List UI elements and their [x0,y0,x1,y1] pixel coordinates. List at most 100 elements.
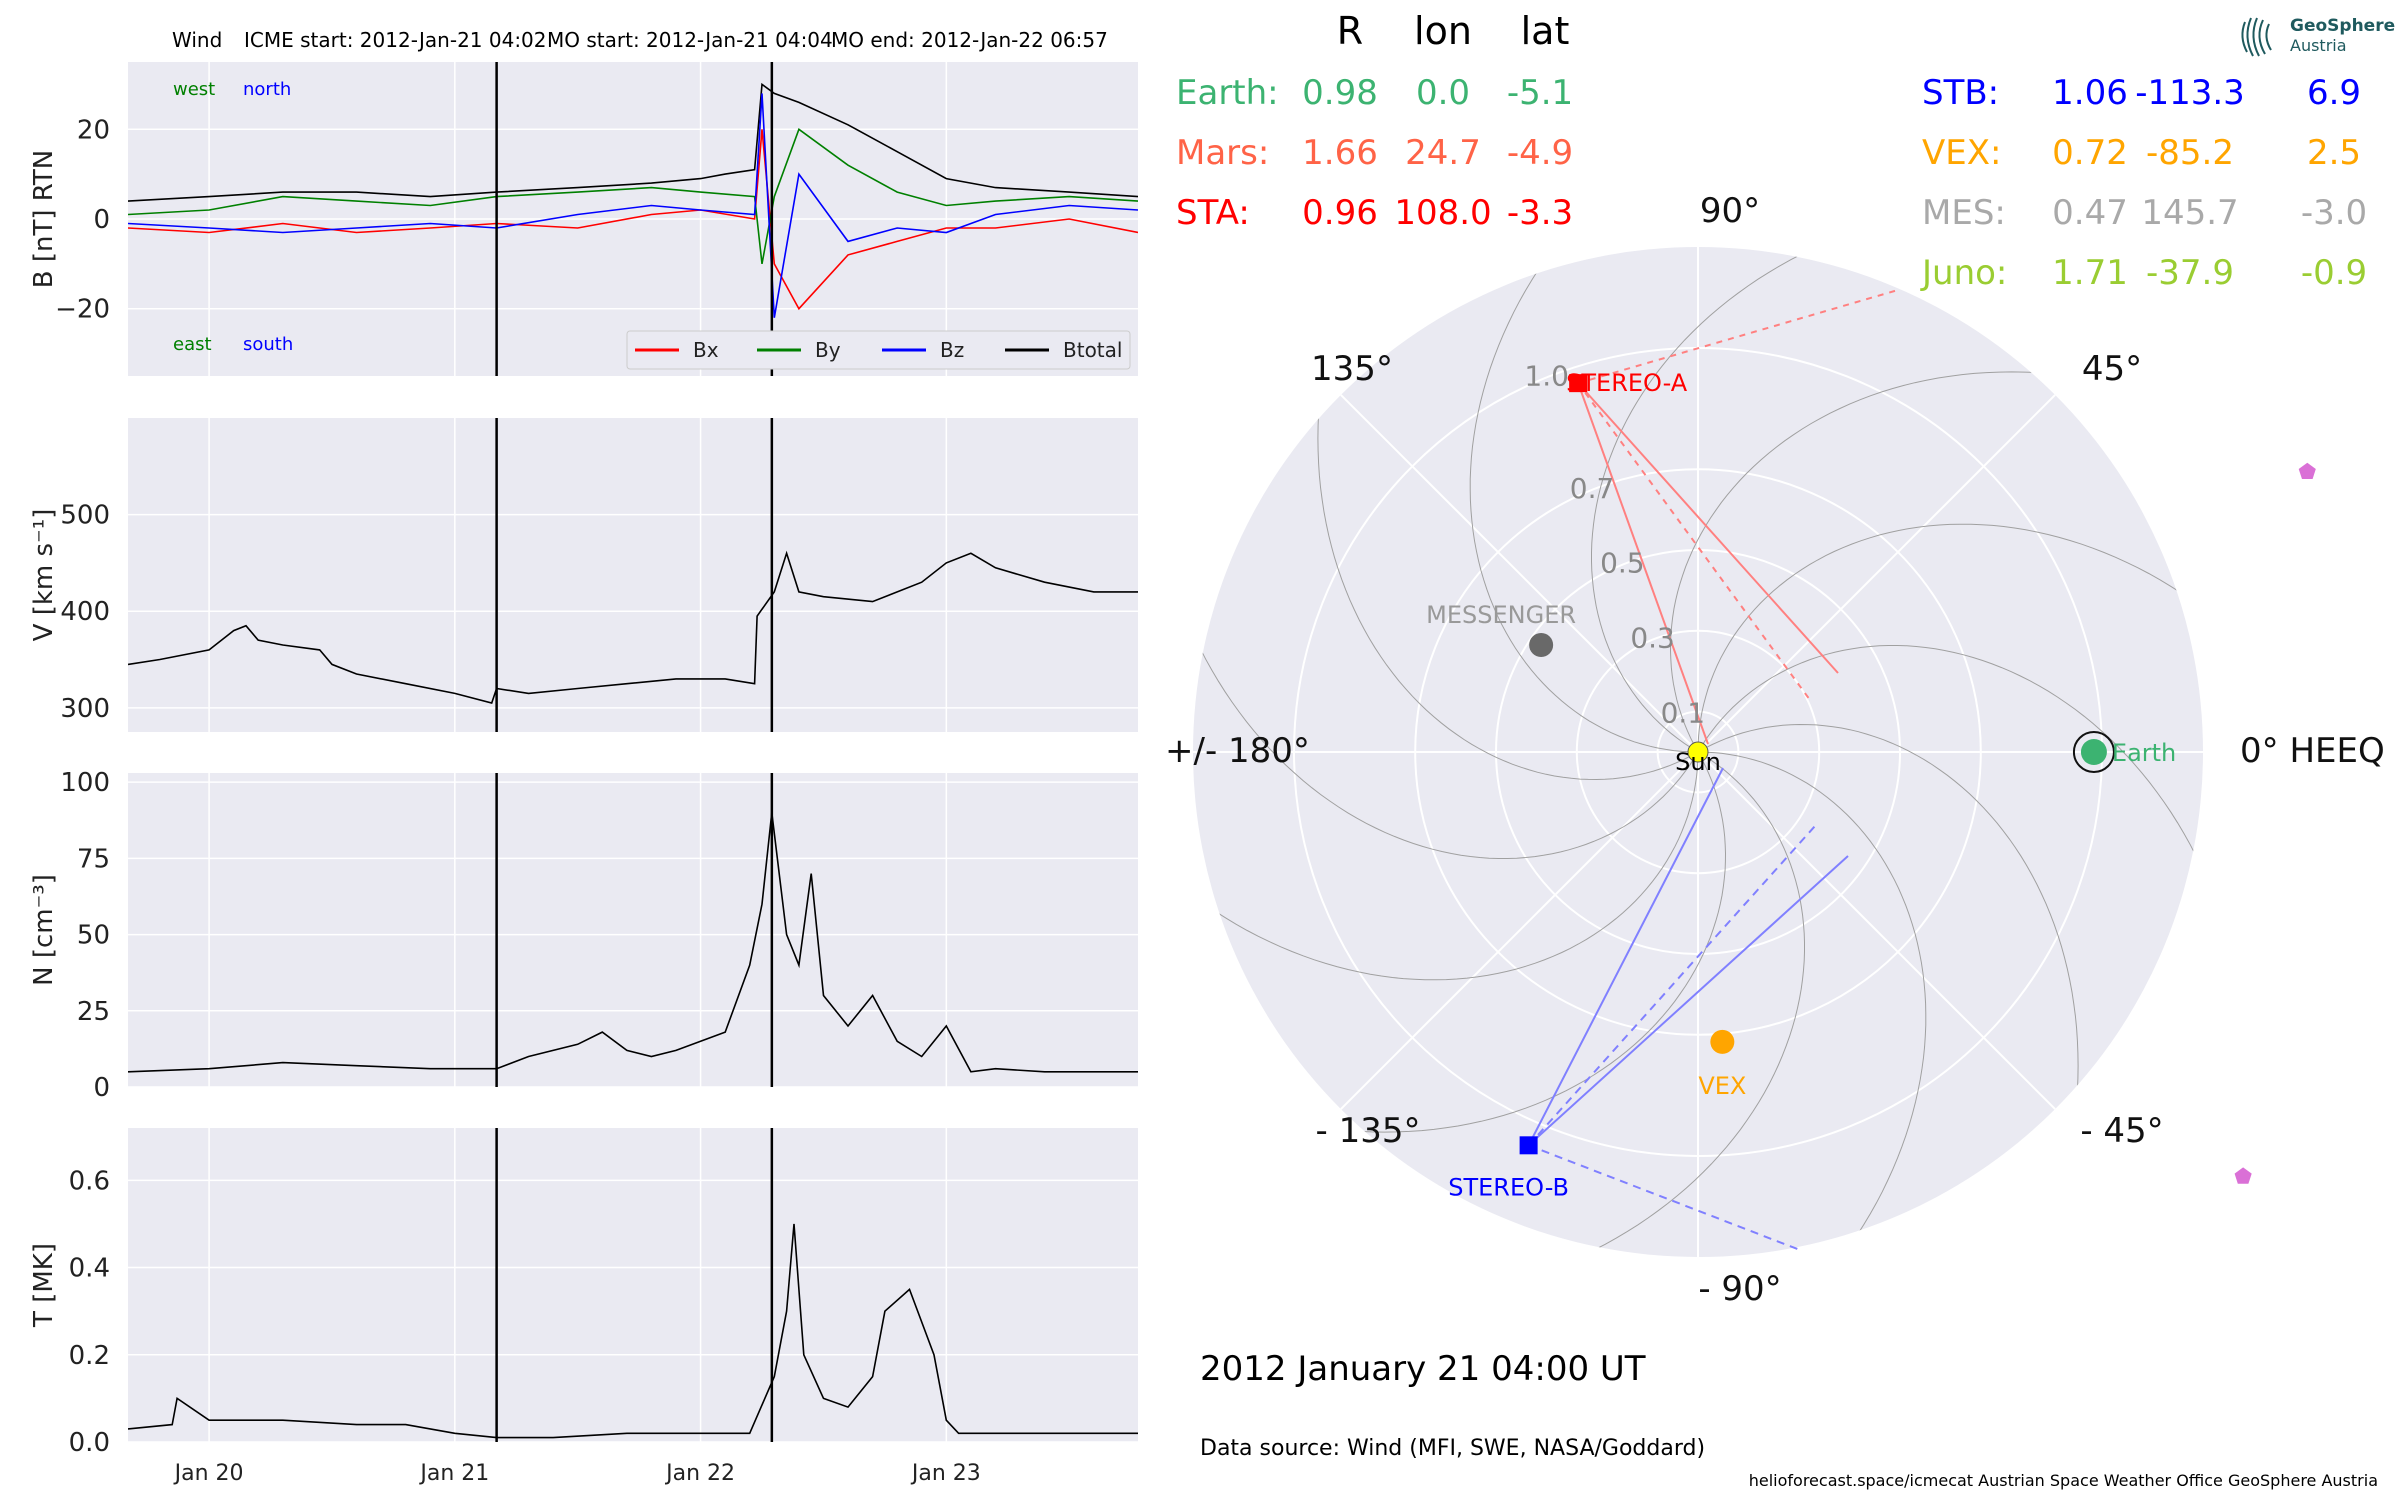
y-tick-label: 0 [93,1073,110,1103]
header-spacecraft: Wind [172,28,222,52]
sun-label: Sun [1675,748,1721,776]
panel-4: 0.0 0.2 0.4 0.6 T [MK] Jan 20 Jan 21 Jan 22 Jan … [29,1128,1138,1486]
radial-tick-label: 1.0 [1524,359,1569,392]
y-axis-label: V [km s⁻¹] [29,509,59,642]
sta-fov-line [1577,382,1839,674]
table-cell-right: MES: [1922,193,2006,233]
angle-label: 90° [1700,191,1760,231]
legend-label-bz: Bz [940,338,964,362]
y-tick-label: 500 [60,501,110,531]
table-cell-right: -0.9 [2301,253,2367,293]
table-cell-left: 0.96 [1302,193,1378,233]
x-tick-label: Jan 22 [664,1461,735,1486]
angular-gridline [1340,751,1699,1110]
y-tick-label: 300 [60,694,110,724]
y-tick-label: 0.0 [69,1428,110,1458]
radial-tick-label: 0.7 [1570,472,1615,505]
table-cell-right: 0.47 [2052,193,2128,233]
y-tick-label: 20 [77,115,110,145]
y-tick-label: −20 [55,295,110,325]
sun-marker [1687,741,1709,763]
series-btotal [128,82,1138,202]
angular-gridline [1697,394,2056,753]
panel-3: 0 25 50 75 100 N [cm⁻³] [29,768,1138,1103]
panel-background [128,418,1138,732]
vex-marker [1710,1029,1735,1054]
table-cell-right: -113.3 [2135,73,2245,113]
annotation-south: south [243,334,293,355]
series-v [128,550,1138,704]
geosphere-logo[interactable]: GeoSphere Austria [2235,12,2395,62]
y-tick-label: 50 [77,921,110,951]
parker-spiral [1469,257,1699,753]
x-tick-label: Jan 20 [173,1461,244,1486]
data-source: Data source: Wind (MFI, SWE, NASA/Goddar… [1200,1436,1705,1461]
y-tick-label: 25 [77,997,110,1027]
angle-label: 0° HEEQ [2240,731,2385,771]
sta-fov-line [1577,382,1709,745]
panel-background [128,773,1138,1087]
angular-gridline [1340,394,1699,753]
table-cell-left: STA: [1176,193,1250,233]
annotation-east: east [173,334,212,355]
x-tick-label: Jan 23 [910,1461,981,1486]
table-cell-left: 0.0 [1416,73,1470,113]
angle-label: 135° [1311,349,1393,389]
legend-label-by: By [815,338,841,362]
credits-footer: helioforecast.space/icmecat Austrian Spa… [1749,1471,2378,1490]
legend-label-btotal: Btotal [1063,338,1122,362]
polar-orbit-plot: 0.1 0.3 0.5 0.7 1.0 90° 45° 0° HEEQ - 45° - 90° - … [1165,191,2385,1309]
y-axis-label: T [MK] [29,1243,59,1328]
geosphere-logo-icon [2241,17,2272,57]
table-cell-left: -5.1 [1507,73,1573,113]
series-bx [128,129,1138,311]
stb-fov-line [1527,825,1816,1146]
parker-spiral [1697,645,2203,869]
legend-box [626,330,1131,370]
parker-spiral [1697,523,2193,753]
table-cell-left: 0.98 [1302,73,1378,113]
radial-tick-label: 0.5 [1600,547,1645,580]
table-cell-right: 145.7 [2141,193,2238,233]
table-cell-right: 6.9 [2307,73,2361,113]
series-bz [128,93,1138,318]
table-cell-right: STB: [1922,73,1999,113]
earth-marker [2080,739,2107,765]
table-cell-right: 1.06 [2052,73,2128,113]
parker-spiral [1669,371,2051,753]
parker-spiral [1697,723,2079,1105]
legend: Bx By Bz Btotal [626,330,1131,370]
parker-spiral [1697,751,1927,1247]
parker-spiral [1193,635,1699,859]
stb-fov-line [1527,855,1849,1147]
sta-fov-line [1577,382,1811,701]
series-t [128,1223,1138,1439]
x-tick-label: Jan 21 [418,1461,489,1486]
legend-label-bx: Bx [693,338,719,362]
table-cell-left: 1.66 [1302,133,1378,173]
y-axis-label: B [nT] RTN [29,150,59,289]
parker-spiral [1203,751,1699,981]
table-cell-left: Mars: [1176,133,1269,173]
parker-spiral [1581,751,1805,1257]
angle-label: - 90° [1698,1269,1781,1309]
angular-gridline [1697,751,2056,1110]
y-tick-label: 0.6 [69,1166,110,1196]
table-cell-right: 2.5 [2307,133,2361,173]
panel-1: −20 0 20 B [nT] RTN west north east south Bx By Bz… [29,62,1138,376]
earth-orbit-ring [2072,731,2115,773]
table-cell-left: Earth: [1176,73,1279,113]
stb-fov-line [1528,1144,1801,1251]
header-mo-end: MO end: 2012-Jan-22 06:57 [831,28,1108,52]
table-cell-right: 0.72 [2052,133,2128,173]
parker-spiral [1317,399,1699,781]
table-cell-left: -4.9 [1507,133,1573,173]
timeseries-panels: −20 0 20 B [nT] RTN west north east south Bx By Bz… [29,62,1138,1486]
stereoa-label: STEREO-A [1566,369,1688,397]
table-cell-right: 1.71 [2052,253,2128,293]
table-cell-left: 24.7 [1405,133,1481,173]
table-cell-right: -37.9 [2146,253,2234,293]
plot-timestamp: 2012 January 21 04:00 UT [1200,1349,1646,1389]
messenger-label: MESSENGER [1426,601,1576,629]
